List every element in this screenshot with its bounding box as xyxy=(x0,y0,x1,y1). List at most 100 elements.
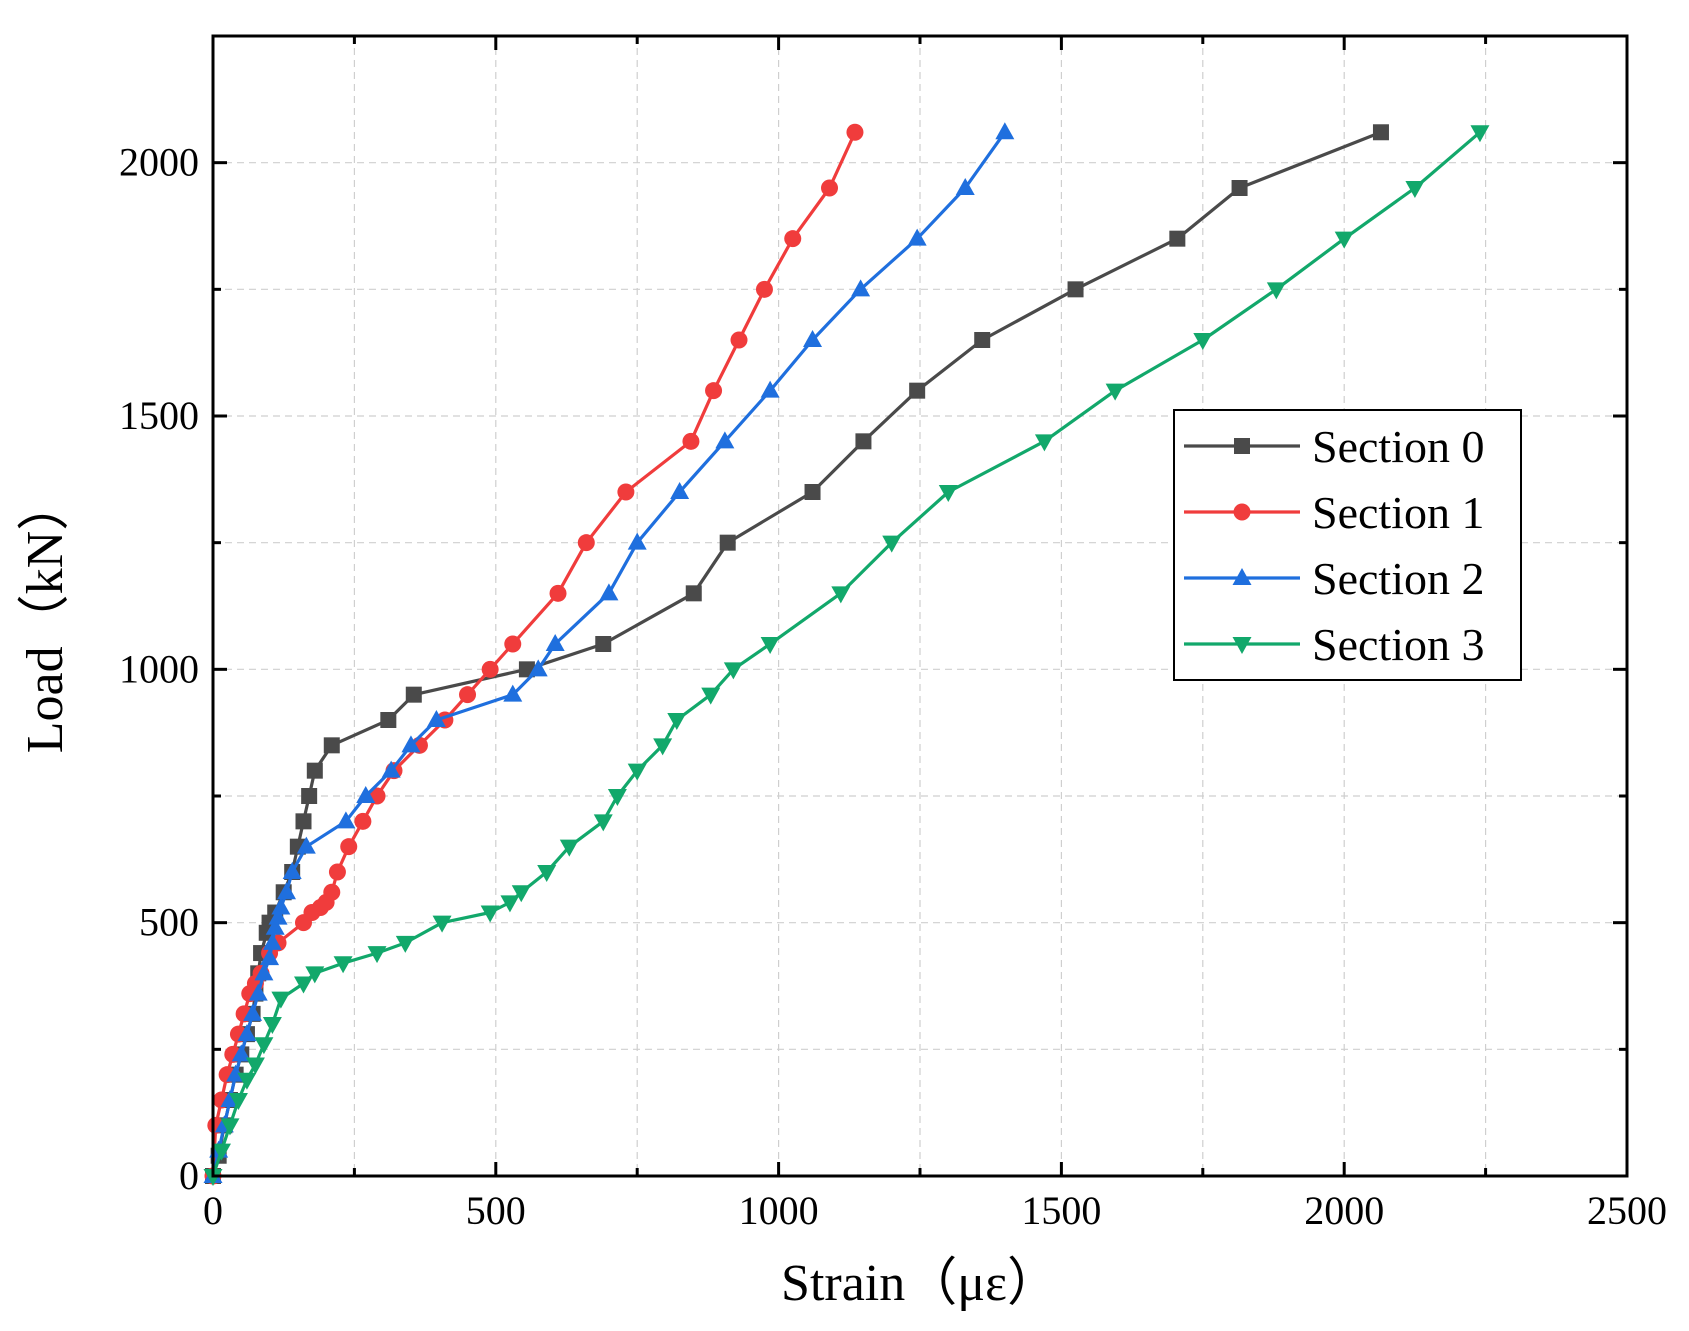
data-point xyxy=(1470,125,1490,143)
data-point xyxy=(245,1057,265,1075)
data-point xyxy=(480,905,500,923)
data-point xyxy=(670,482,690,499)
data-point xyxy=(667,713,687,730)
data-point xyxy=(356,786,376,803)
data-point xyxy=(715,431,735,449)
data-point xyxy=(254,963,274,981)
data-point xyxy=(228,1093,248,1110)
data-point xyxy=(282,862,302,879)
data-point xyxy=(760,637,780,654)
x-tick-label: 2500 xyxy=(1587,1188,1667,1233)
data-point xyxy=(537,865,557,882)
data-point xyxy=(277,882,297,900)
data-point xyxy=(401,735,421,753)
data-point xyxy=(593,814,613,832)
data-point xyxy=(682,432,700,450)
data-point xyxy=(268,907,288,925)
data-point xyxy=(265,917,285,935)
data-point xyxy=(405,686,422,703)
data-point xyxy=(595,636,612,652)
data-point xyxy=(719,534,736,551)
legend-marker xyxy=(1232,568,1252,585)
data-point xyxy=(1231,180,1248,196)
data-point xyxy=(755,280,773,298)
x-tick-label: 0 xyxy=(203,1188,223,1233)
data-point xyxy=(296,836,316,854)
data-point xyxy=(882,535,902,553)
data-point xyxy=(354,812,372,830)
data-point xyxy=(380,712,397,728)
data-point xyxy=(306,762,323,779)
series-3 xyxy=(203,125,1490,1186)
data-point xyxy=(528,659,548,677)
data-point xyxy=(511,885,531,903)
data-point xyxy=(301,788,318,804)
data-point xyxy=(831,586,851,604)
data-point xyxy=(220,1118,240,1136)
data-point xyxy=(974,332,991,348)
data-point xyxy=(730,331,748,349)
legend-label: Section 3 xyxy=(1312,619,1484,670)
legend-marker xyxy=(1232,637,1252,654)
series-layer xyxy=(203,122,1490,1186)
data-point xyxy=(293,976,313,994)
data-point xyxy=(617,483,635,501)
data-point xyxy=(237,1024,257,1042)
data-point xyxy=(323,883,341,901)
data-point xyxy=(243,1003,263,1021)
data-point xyxy=(851,279,871,297)
data-point xyxy=(262,1017,282,1034)
data-point xyxy=(1193,333,1213,350)
data-point xyxy=(821,179,839,197)
data-point xyxy=(1067,281,1084,298)
x-tick-label: 500 xyxy=(466,1188,526,1233)
data-point xyxy=(907,228,927,246)
data-point xyxy=(549,584,567,602)
y-axis-title: Load（kN） xyxy=(17,479,74,753)
x-tick-label: 1000 xyxy=(739,1188,819,1233)
data-point xyxy=(271,991,291,1009)
data-point xyxy=(784,230,802,248)
data-point xyxy=(627,532,647,550)
legend-label: Section 2 xyxy=(1312,553,1484,604)
data-point xyxy=(1105,383,1125,401)
data-point xyxy=(701,687,721,705)
data-point xyxy=(254,1037,274,1055)
data-point xyxy=(262,932,282,950)
legend-label: Section 0 xyxy=(1312,421,1484,472)
data-point xyxy=(938,485,958,502)
data-point xyxy=(211,1143,231,1161)
y-tick-label: 500 xyxy=(139,900,199,945)
data-point xyxy=(577,534,595,552)
data-point xyxy=(599,583,619,601)
data-point xyxy=(705,382,723,400)
data-point xyxy=(271,897,291,915)
data-point xyxy=(504,635,522,653)
data-point xyxy=(1169,230,1186,247)
data-point xyxy=(685,585,702,602)
legend-marker xyxy=(1234,438,1250,454)
data-point xyxy=(260,948,280,966)
data-point xyxy=(503,684,523,702)
data-point xyxy=(559,839,579,857)
data-point xyxy=(1405,181,1425,198)
data-point xyxy=(607,789,627,806)
data-point xyxy=(995,122,1015,140)
data-point xyxy=(1266,282,1286,300)
data-point xyxy=(1372,124,1389,141)
data-point xyxy=(340,838,358,856)
data-point xyxy=(1334,231,1354,249)
axis-tick-labels: 0 500 1000 1500 2000 2500 0 500 1000 1500 2000 xyxy=(119,140,1667,1233)
data-point xyxy=(481,660,499,678)
data-point xyxy=(305,966,325,984)
data-point xyxy=(803,330,823,347)
data-point xyxy=(1034,434,1054,452)
data-point xyxy=(459,686,477,704)
data-point xyxy=(846,123,864,141)
y-tick-label: 1500 xyxy=(119,393,199,438)
data-point xyxy=(760,380,780,398)
data-point xyxy=(653,738,673,756)
data-point xyxy=(955,178,975,195)
data-point xyxy=(231,1044,251,1062)
